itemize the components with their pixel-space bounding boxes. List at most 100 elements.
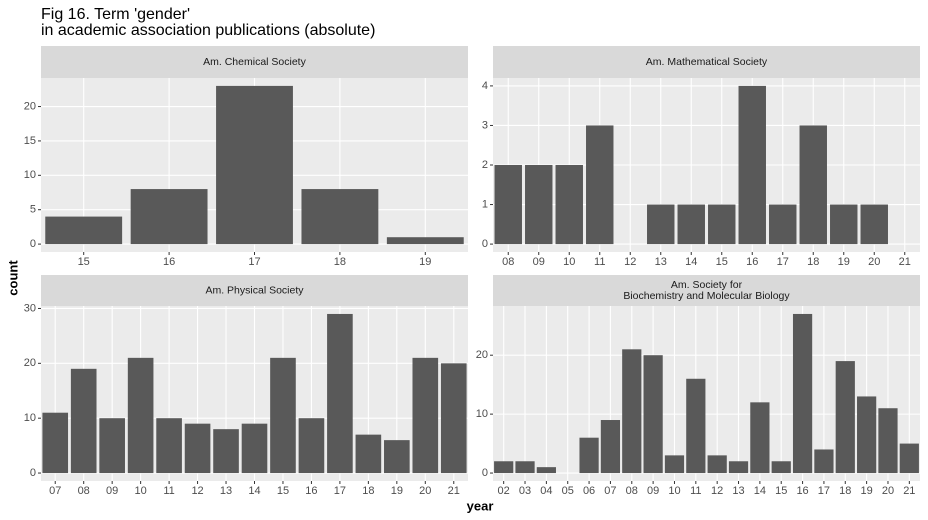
x-tick-label: 18 [807,256,819,268]
bar [327,313,353,474]
x-tick-label: 18 [362,485,374,497]
strip-background [493,46,920,78]
bar [45,216,123,245]
x-tick-label: 21 [448,485,460,497]
x-tick-label: 09 [106,485,118,497]
y-tick-label: 30 [24,302,36,314]
y-tick-label: 10 [476,408,488,420]
bar [216,85,293,245]
y-tick-label: 20 [24,357,36,369]
y-tick-label: 15 [24,135,36,147]
bar [440,363,467,474]
x-tick-label: 12 [711,485,723,497]
bar [647,204,675,245]
bar [536,467,556,474]
y-tick-label: 5 [30,204,36,216]
bar [769,204,797,245]
bar [899,443,919,474]
bar [708,204,736,245]
x-tick-label: 13 [732,485,744,497]
panel-title: Am. Society for [671,279,743,291]
y-axis-title: count [5,260,20,296]
bar [792,313,813,474]
y-tick-label: 0 [482,467,488,479]
x-tick-label: 08 [78,485,90,497]
x-tick-label: 06 [583,485,595,497]
y-tick-label: 0 [482,238,488,250]
y-tick-label: 2 [482,159,488,171]
x-tick-label: 08 [626,485,638,497]
bar [70,368,97,474]
bar [412,357,439,474]
x-tick-label: 19 [838,256,850,268]
x-tick-label: 16 [796,485,808,497]
x-tick-label: 19 [861,485,873,497]
x-tick-label: 02 [498,485,510,497]
bar [494,461,514,474]
panel-title: Biochemistry and Molecular Biology [623,290,790,302]
bar [707,455,727,474]
x-tick-label: 18 [334,256,346,268]
y-tick-label: 0 [30,238,36,250]
x-tick-label: 15 [277,485,289,497]
x-tick-label: 05 [562,485,574,497]
bar [814,449,834,474]
y-tick-label: 10 [24,169,36,181]
bar [750,402,770,474]
bar [686,378,706,474]
bar [301,189,379,245]
bar [525,165,553,245]
y-tick-label: 20 [24,100,36,112]
bar [643,355,663,474]
x-tick-label: 17 [248,256,260,268]
y-tick-label: 10 [24,412,36,424]
bar [494,165,522,245]
x-tick-label: 14 [685,256,697,268]
strip-background [493,275,920,306]
x-tick-label: 21 [903,485,915,497]
x-tick-label: 14 [754,485,766,497]
x-tick-label: 08 [502,256,514,268]
y-tick-label: 0 [30,467,36,479]
bar [156,418,182,474]
panel-title: Am. Mathematical Society [646,56,768,68]
strip-background [41,46,468,78]
bar [355,434,382,474]
y-tick-label: 20 [476,349,488,361]
bar [184,423,211,474]
strip-background [41,275,468,306]
bar [878,408,898,474]
x-tick-label: 13 [220,485,232,497]
panel-title: Am. Physical Society [205,284,304,296]
x-tick-label: 09 [533,256,545,268]
x-tick-label: 20 [419,485,431,497]
bar [99,418,125,474]
x-tick-label: 10 [563,256,575,268]
y-tick-label: 1 [482,198,488,210]
x-tick-label: 17 [777,256,789,268]
x-tick-label: 09 [647,485,659,497]
bar [728,461,749,474]
bar [860,204,888,245]
bar [213,429,239,474]
x-tick-label: 11 [690,485,701,497]
panel-background [493,306,920,481]
bar [384,440,410,474]
x-tick-label: 16 [746,256,758,268]
x-tick-label: 04 [540,485,552,497]
bar [622,349,642,474]
panel-title: Am. Chemical Society [203,56,306,68]
bar [241,423,268,474]
bar [771,461,791,474]
bar [600,420,621,474]
bar [738,85,766,245]
x-tick-label: 07 [49,485,61,497]
bar [386,237,464,245]
x-tick-label: 13 [655,256,667,268]
bar [664,455,685,474]
x-tick-label: 07 [604,485,616,497]
bar [857,396,877,474]
x-tick-label: 19 [419,256,431,268]
bar [270,357,296,474]
x-tick-label: 15 [716,256,728,268]
